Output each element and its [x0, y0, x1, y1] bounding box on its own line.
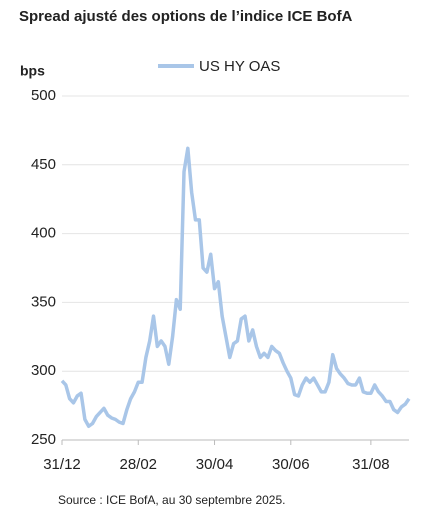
y-tick-label: 300: [31, 362, 56, 379]
y-tick-label: 250: [31, 431, 56, 448]
y-tick-label: 500: [31, 87, 56, 104]
x-tick-label: 30/04: [196, 456, 234, 473]
y-tick-label: 350: [31, 293, 56, 310]
x-tick-label: 31/08: [352, 456, 390, 473]
x-tick-label: 31/12: [43, 456, 81, 473]
data-line: [60, 146, 411, 428]
chart-title: Spread ajusté des options de l’indice IC…: [19, 8, 353, 25]
y-axis-label: bps: [20, 63, 45, 79]
x-tick-label: 28/02: [119, 456, 157, 473]
y-tick-label: 400: [31, 225, 56, 242]
x-tick-label: 30/06: [272, 456, 310, 473]
source-note: Source : ICE BofA, au 30 septembre 2025.: [58, 493, 285, 507]
y-tick-label: 450: [31, 156, 56, 173]
legend-label: US HY OAS: [199, 58, 280, 75]
